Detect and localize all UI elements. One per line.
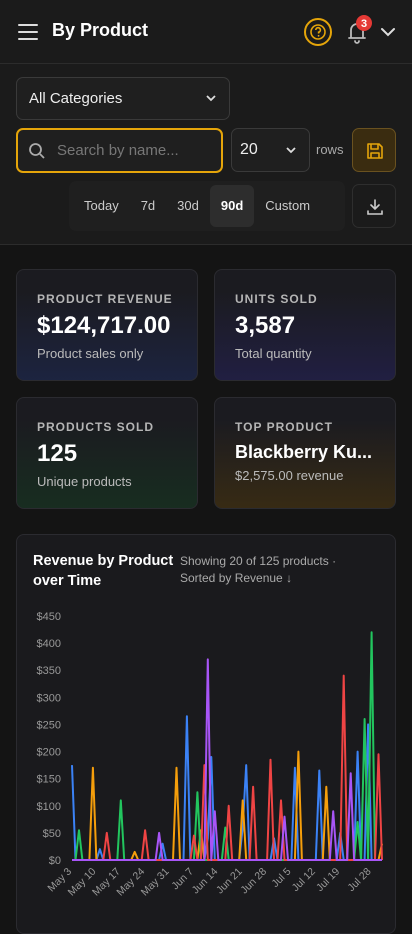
stat-sub: Unique products: [37, 474, 132, 489]
stat-value: 3,587: [235, 312, 296, 339]
stat-card: UNITS SOLD 3,587 Total quantity: [214, 269, 396, 381]
x-tick-label: May 31: [139, 866, 172, 899]
y-tick-label: $250: [37, 719, 61, 731]
range-button[interactable]: Today: [84, 198, 119, 213]
stat-label: TOP PRODUCT: [235, 420, 333, 434]
y-tick-label: $400: [37, 638, 61, 650]
category-value: All Categories: [29, 90, 123, 107]
notifications-button[interactable]: 3: [342, 14, 376, 46]
x-tick-label: Jul 19: [314, 866, 342, 894]
help-button[interactable]: [303, 17, 333, 47]
range-button[interactable]: 7d: [140, 198, 156, 213]
stat-sub: Product sales only: [37, 346, 144, 361]
app-header: By Product 3: [0, 0, 412, 64]
badge: [356, 15, 372, 31]
x-tick-label: Jul 28: [345, 866, 373, 894]
rows-select[interactable]: 20: [231, 128, 310, 172]
account-menu[interactable]: [380, 25, 396, 39]
search-input[interactable]: Search by name...: [16, 128, 223, 173]
stat-label: UNITS SOLD: [235, 292, 318, 306]
stat-sub: $2,575.00 revenue: [235, 468, 344, 483]
stat-label: PRODUCTS SOLD: [37, 420, 155, 434]
stat-value: 125: [37, 440, 78, 467]
rows-value: 20: [240, 141, 258, 158]
stat-value: $124,717.00: [37, 312, 171, 339]
category-select[interactable]: All Categories: [16, 77, 230, 120]
series-line: [72, 658, 382, 861]
range-button[interactable]: 30d: [177, 198, 199, 213]
y-tick-label: $0: [49, 855, 61, 867]
x-tick-label: Jul 12: [290, 866, 318, 894]
chart-subtitle: Showing 20 of 125 products · Sorted by R…: [180, 554, 337, 585]
y-tick-label: $100: [37, 801, 61, 813]
y-tick-label: $300: [37, 692, 61, 704]
page-title: By Product: [52, 20, 149, 40]
stat-value: Blackberry Ku...: [235, 442, 373, 462]
y-tick-label: $200: [37, 747, 61, 759]
chart-card: Revenue by Product over Time Showing 20 …: [16, 534, 396, 934]
search-placeholder: Search by name...: [57, 142, 179, 159]
y-tick-label: $450: [37, 611, 61, 623]
range-selector: Today 7d 30d 90d Custom: [69, 181, 345, 231]
download-button[interactable]: [352, 184, 396, 228]
menu-button[interactable]: [17, 22, 39, 42]
save-button[interactable]: [352, 128, 396, 172]
stat-label: PRODUCT REVENUE: [37, 292, 173, 306]
badge-count: 3: [361, 18, 367, 30]
x-tick-label: Jun 28: [238, 866, 269, 897]
stat-sub: Total quantity: [235, 346, 312, 361]
y-tick-label: $50: [43, 828, 61, 840]
chart-title: Revenue by Product over Time: [33, 553, 174, 589]
stat-card: TOP PRODUCT Blackberry Ku... $2,575.00 rev…: [214, 397, 396, 509]
stat-card: PRODUCTS SOLD 125 Unique products: [16, 397, 198, 509]
x-tick-label: Jun 21: [214, 866, 245, 897]
x-tick-label: Jun 14: [190, 866, 221, 897]
chart: $0 $50 $100 $150 $200 $250 $300 $350 $400 $450 May…: [37, 611, 383, 899]
y-tick-label: $150: [37, 774, 61, 786]
rows-label: rows: [316, 142, 344, 157]
range-button[interactable]: 90d: [209, 185, 255, 227]
range-button[interactable]: Custom: [265, 198, 311, 213]
y-tick-label: $350: [37, 665, 61, 677]
stat-card: PRODUCT REVENUE $124,717.00 Product sales …: [16, 269, 198, 381]
